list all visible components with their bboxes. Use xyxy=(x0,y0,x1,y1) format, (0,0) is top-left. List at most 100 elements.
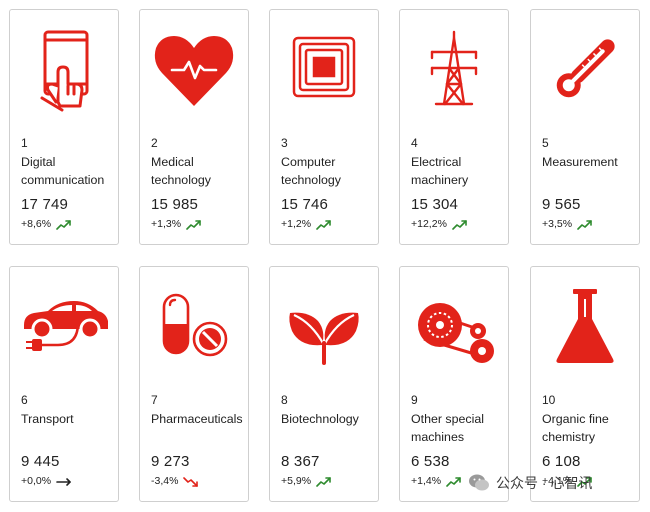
trend-up-icon xyxy=(452,219,468,231)
wechat-logo-icon xyxy=(468,473,490,493)
card-value: 8 367 xyxy=(281,453,320,470)
change-percent: +12,2% xyxy=(411,218,447,230)
gears-belt-icon xyxy=(408,283,500,369)
card-rank: 10 xyxy=(542,393,556,407)
trend-up-icon xyxy=(577,476,593,488)
field-card-electrical-machinery[interactable]: 4 Electrical machinery 15 304 +12,2% xyxy=(399,9,509,245)
card-name-line: machinery xyxy=(411,173,469,187)
card-rank: 6 xyxy=(21,393,28,407)
pills-icon xyxy=(148,283,240,369)
card-value: 9 445 xyxy=(21,453,60,470)
card-name-line: Medical xyxy=(151,155,194,169)
leaves-icon xyxy=(278,283,370,369)
heart-pulse-icon xyxy=(148,26,240,112)
card-name-line: Pharmaceuticals xyxy=(151,412,243,426)
card-name: Digital communication xyxy=(21,153,121,189)
change-percent: +3,5% xyxy=(542,218,573,230)
card-value: 9 273 xyxy=(151,453,190,470)
card-name-line: Computer xyxy=(281,155,336,169)
field-card-medical-technology[interactable]: 2 Medical technology 15 985 +1,3% xyxy=(139,9,249,245)
card-change: -3,4% xyxy=(151,475,199,488)
card-value: 15 304 xyxy=(411,196,459,213)
trend-down-icon xyxy=(183,476,199,488)
trend-up-icon xyxy=(446,476,462,488)
card-change: +5,9% xyxy=(281,475,332,488)
field-card-other-special-machines[interactable]: 9 Other special machines 6 538 +1,4% xyxy=(399,266,509,502)
change-percent: +4,1% xyxy=(542,475,573,487)
change-percent: -3,4% xyxy=(151,475,179,487)
flask-icon xyxy=(539,283,631,369)
card-value: 6 538 xyxy=(411,453,450,470)
trend-up-icon xyxy=(316,476,332,488)
field-card-measurement[interactable]: 5 Measurement 9 565 +3,5% xyxy=(530,9,640,245)
card-change: +1,4% xyxy=(411,475,462,488)
card-name: Electrical machinery xyxy=(411,153,511,189)
card-change: +1,3% xyxy=(151,218,202,231)
card-name-line: technology xyxy=(281,173,341,187)
field-card-organic-fine-chemistry[interactable]: 10 Organic fine chemistry 6 108 +4,1% xyxy=(530,266,640,502)
card-name-line: chemistry xyxy=(542,430,596,444)
card-change: +0,0% xyxy=(21,475,72,488)
card-name: Other special machines xyxy=(411,410,511,446)
card-change: +4,1% xyxy=(542,475,593,488)
card-change: +3,5% xyxy=(542,218,593,231)
card-name-line: Electrical xyxy=(411,155,462,169)
card-name: Medical technology xyxy=(151,153,251,189)
watermark: 公众号 · 心智讯 xyxy=(468,473,592,493)
trend-up-icon xyxy=(316,219,332,231)
card-rank: 9 xyxy=(411,393,418,407)
card-name: Biotechnology xyxy=(281,410,381,428)
card-name-line: Organic fine xyxy=(542,412,609,426)
card-change: +12,2% xyxy=(411,218,468,231)
card-name: Pharmaceuticals xyxy=(151,410,251,428)
watermark-text: 公众号 · 心智讯 xyxy=(496,475,593,491)
trend-flat-icon xyxy=(56,476,72,488)
card-name: Computer technology xyxy=(281,153,381,189)
tablet-touch-icon xyxy=(18,26,110,112)
card-name-line: Measurement xyxy=(542,155,618,169)
card-value: 17 749 xyxy=(21,196,69,213)
card-value: 6 108 xyxy=(542,453,581,470)
card-value: 15 985 xyxy=(151,196,199,213)
change-percent: +1,2% xyxy=(281,218,312,230)
card-rank: 4 xyxy=(411,136,418,150)
card-name: Transport xyxy=(21,410,121,428)
card-rank: 2 xyxy=(151,136,158,150)
card-name-line: technology xyxy=(151,173,211,187)
card-rank: 5 xyxy=(542,136,549,150)
chip-icon xyxy=(278,26,370,112)
card-name: Organic fine chemistry xyxy=(542,410,642,446)
card-name-line: communication xyxy=(21,173,105,187)
change-percent: +5,9% xyxy=(281,475,312,487)
card-name: Measurement xyxy=(542,153,642,171)
card-rank: 7 xyxy=(151,393,158,407)
field-card-computer-technology[interactable]: 3 Computer technology 15 746 +1,2% xyxy=(269,9,379,245)
field-card-transport[interactable]: 6 Transport 9 445 +0,0% xyxy=(9,266,119,502)
trend-up-icon xyxy=(186,219,202,231)
card-change: +1,2% xyxy=(281,218,332,231)
card-rank: 1 xyxy=(21,136,28,150)
card-value: 9 565 xyxy=(542,196,581,213)
card-change: +8,6% xyxy=(21,218,72,231)
field-card-pharmaceuticals[interactable]: 7 Pharmaceuticals 9 273 -3,4% xyxy=(139,266,249,502)
change-percent: +0,0% xyxy=(21,475,52,487)
electric-car-icon xyxy=(18,283,110,369)
card-name-line: Digital xyxy=(21,155,56,169)
trend-up-icon xyxy=(577,219,593,231)
change-percent: +1,4% xyxy=(411,475,442,487)
card-rank: 8 xyxy=(281,393,288,407)
field-card-digital-communication[interactable]: 1 Digital communication 17 749 +8,6% xyxy=(9,9,119,245)
card-value: 15 746 xyxy=(281,196,329,213)
trend-up-icon xyxy=(56,219,72,231)
card-name-line: Transport xyxy=(21,412,74,426)
change-percent: +1,3% xyxy=(151,218,182,230)
card-name-line: Other special xyxy=(411,412,485,426)
change-percent: +8,6% xyxy=(21,218,52,230)
thermometer-icon xyxy=(539,26,631,112)
field-card-biotechnology[interactable]: 8 Biotechnology 8 367 +5,9% xyxy=(269,266,379,502)
card-name-line: Biotechnology xyxy=(281,412,359,426)
power-tower-icon xyxy=(408,26,500,112)
card-rank: 3 xyxy=(281,136,288,150)
card-name-line: machines xyxy=(411,430,465,444)
